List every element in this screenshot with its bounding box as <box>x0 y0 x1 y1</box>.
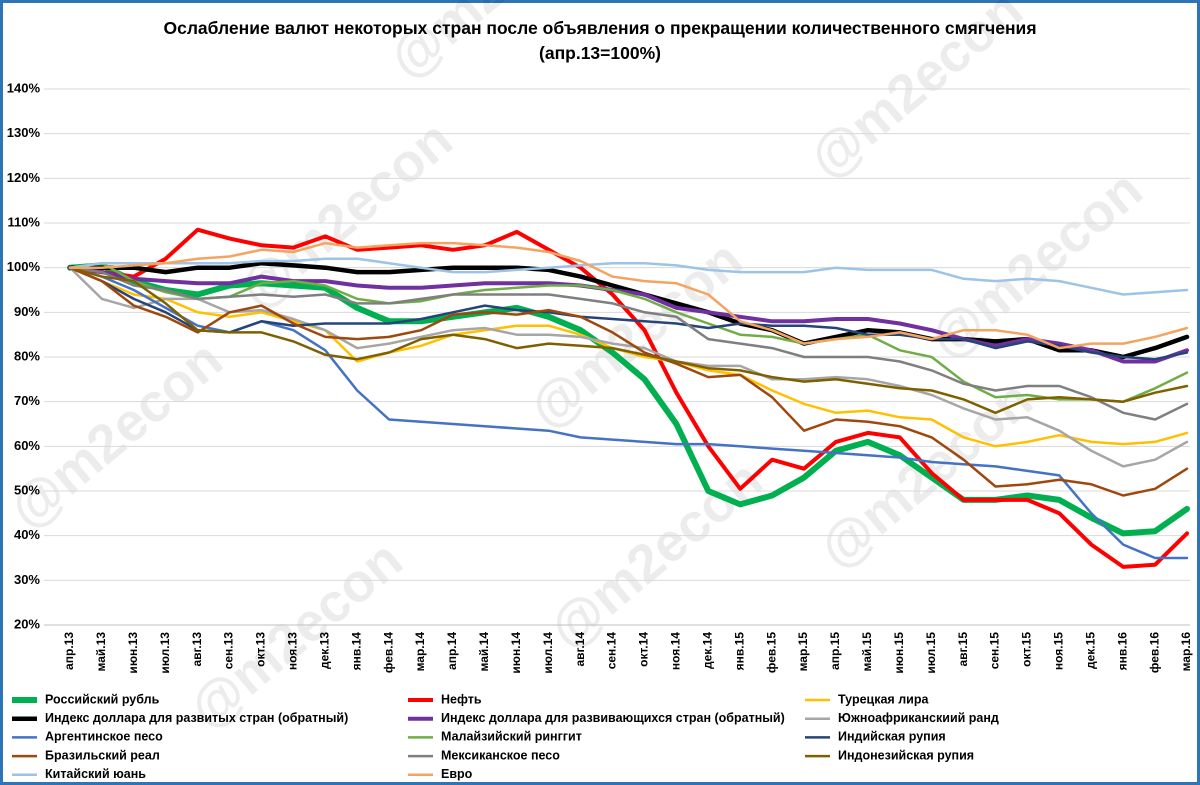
series-line <box>68 266 1189 497</box>
x-tick-label: фев.15 <box>764 632 778 673</box>
legend-label: Бразильский реал <box>45 748 160 762</box>
y-tick-label: 20% <box>14 616 40 631</box>
x-tick-label: июл.13 <box>158 632 172 674</box>
x-tick-label: янв.14 <box>349 632 363 671</box>
y-tick-label: 60% <box>14 438 40 453</box>
x-tick-label: сен.13 <box>222 632 236 670</box>
x-tick-label: янв.16 <box>1115 632 1129 671</box>
legend-label: Нефть <box>441 692 482 706</box>
chart-title: Ослабление валют некоторых стран после о… <box>163 18 1037 63</box>
x-tick-label: окт.13 <box>254 632 268 667</box>
legend-label: Индекс доллара для развивающихся стран (… <box>441 711 785 725</box>
y-tick-label: 50% <box>14 482 40 497</box>
watermark: @m2econ <box>538 449 773 660</box>
x-tick-label: июл.14 <box>541 632 555 674</box>
series-line <box>68 266 1189 421</box>
x-tick-label: май.13 <box>94 632 108 672</box>
y-tick-label: 130% <box>7 125 41 140</box>
watermark: @m2econ <box>378 0 613 90</box>
series-line <box>68 265 1189 364</box>
x-tick-label: мар.16 <box>1179 632 1193 672</box>
x-tick-label: июн.15 <box>892 632 906 674</box>
x-tick-label: ноя.14 <box>669 632 683 670</box>
x-tick-label: апр.13 <box>62 632 76 670</box>
y-tick-label: 100% <box>7 259 41 274</box>
x-tick-label: окт.14 <box>637 632 651 667</box>
x-tick-label: мар.14 <box>413 632 427 672</box>
x-tick-label: фев.14 <box>381 632 395 673</box>
x-tick-label: апр.14 <box>445 632 459 670</box>
x-tick-label: авг.15 <box>956 632 970 667</box>
y-tick-label: 70% <box>14 393 40 408</box>
series-line <box>68 266 1189 415</box>
legend-label: Южноафриканскиий ранд <box>838 711 999 725</box>
series-line <box>68 261 1189 403</box>
x-tick-label: май.15 <box>860 632 874 672</box>
legend-label: Российский рубль <box>45 692 160 706</box>
series-line <box>67 260 1190 360</box>
x-tick-label: сен.14 <box>605 632 619 670</box>
x-tick-label: ноя.13 <box>286 632 300 670</box>
x-tick-label: янв.15 <box>732 632 746 671</box>
y-tick-label: 90% <box>14 304 40 319</box>
watermark: @m2econ <box>798 0 1033 190</box>
x-tick-label: июн.14 <box>509 632 523 674</box>
x-tick-label: июл.15 <box>924 632 938 674</box>
y-tick-label: 80% <box>14 348 40 363</box>
x-tick-label: май.14 <box>477 632 491 672</box>
y-tick-label: 30% <box>14 572 40 587</box>
x-tick-label: фев.16 <box>1147 632 1161 673</box>
legend-label: Малайзийский ринггит <box>441 730 582 744</box>
x-tick-label: авг.13 <box>190 632 204 667</box>
y-tick-label: 120% <box>7 170 41 185</box>
x-tick-label: дек.14 <box>700 632 714 669</box>
legend-label: Индийская рупия <box>838 730 946 744</box>
x-tick-label: июн.13 <box>126 632 140 674</box>
x-tick-label: окт.15 <box>1020 632 1034 667</box>
y-tick-label: 110% <box>7 214 40 229</box>
x-tick-label: сен.15 <box>988 632 1002 670</box>
legend-label: Китайский юань <box>45 767 146 781</box>
x-tick-label: мар.15 <box>796 632 810 672</box>
series-line <box>68 257 1189 296</box>
legend-label: Индонезийская рупия <box>838 748 974 762</box>
series-line <box>68 241 1189 350</box>
series-line <box>68 266 1189 468</box>
x-tick-label: дек.13 <box>317 632 331 669</box>
legend-label: Евро <box>441 767 473 781</box>
series-line <box>68 227 1189 569</box>
legend-label: Индекс доллара для развитых стран (обрат… <box>45 711 348 725</box>
series-line <box>68 266 1189 361</box>
x-tick-label: ноя.15 <box>1052 632 1066 670</box>
y-tick-label: 40% <box>14 527 40 542</box>
x-tick-label: апр.15 <box>828 632 842 670</box>
x-tick-label: авг.14 <box>573 632 587 667</box>
legend-label: Аргентинское песо <box>45 730 163 744</box>
y-tick-label: 140% <box>7 80 41 95</box>
legend-label: Мексиканское песо <box>441 748 560 762</box>
legend-label: Турецкая лира <box>838 692 929 706</box>
x-tick-label: дек.15 <box>1083 632 1097 669</box>
